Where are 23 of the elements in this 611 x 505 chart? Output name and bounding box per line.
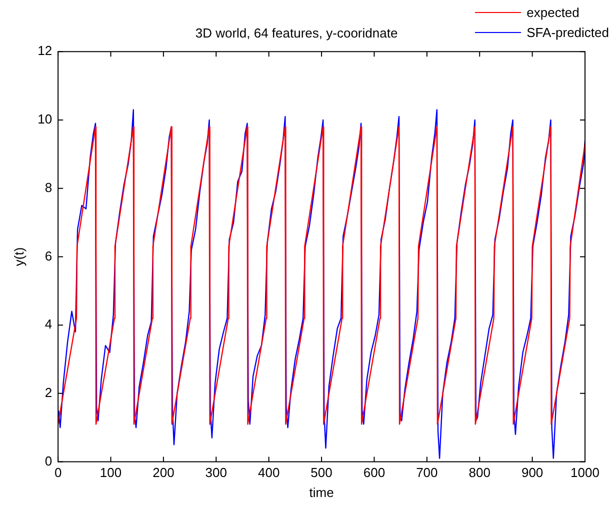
- x-tick-label: 300: [205, 465, 227, 480]
- chart-title: 3D world, 64 features, y-cooridnate: [195, 25, 398, 40]
- x-axis-title: time: [309, 484, 334, 500]
- y-tick-label: 0: [44, 453, 52, 468]
- x-tick-label: 400: [258, 465, 280, 480]
- x-tick-label: 1000: [570, 465, 600, 480]
- x-tick-label: 900: [521, 465, 544, 480]
- y-tick-label: 4: [44, 316, 52, 332]
- legend-label: SFA-predicted: [526, 24, 609, 40]
- y-axis-title: y(t): [11, 247, 26, 266]
- y-tick-label: 10: [38, 112, 52, 127]
- x-tick-label: 200: [152, 465, 174, 480]
- legend-label: expected: [526, 4, 580, 20]
- x-tick-label: 500: [310, 465, 332, 480]
- y-tick-label: 8: [44, 180, 52, 195]
- y-tick-label: 2: [44, 385, 52, 400]
- x-tick-label: 800: [468, 465, 490, 480]
- x-tick-label: 700: [416, 465, 438, 480]
- y-tick-label: 12: [38, 43, 52, 58]
- x-tick-label: 0: [54, 465, 62, 480]
- x-tick-label: 100: [100, 465, 122, 480]
- x-tick-label: 600: [363, 465, 386, 480]
- y-tick-label: 6: [44, 248, 52, 264]
